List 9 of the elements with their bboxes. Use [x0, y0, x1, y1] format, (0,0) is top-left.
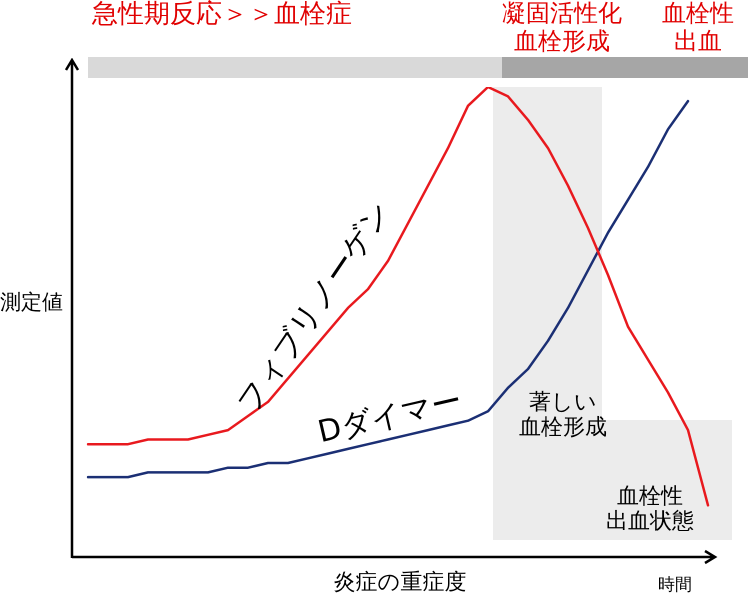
annotation: 著しい血栓形成: [518, 390, 608, 441]
x-axis-title: 炎症の重症度: [332, 570, 468, 596]
text: 血栓性出血: [661, 0, 735, 56]
annotation: 血栓性出血状態: [605, 484, 695, 535]
text: Dダイマー: [314, 382, 466, 452]
y-axis-title: 測定値: [0, 290, 63, 314]
text: 急性期反応＞＞血栓症: [92, 0, 352, 30]
text: 時間: [657, 575, 693, 596]
text: 凝固活性化血栓形成: [501, 0, 623, 56]
